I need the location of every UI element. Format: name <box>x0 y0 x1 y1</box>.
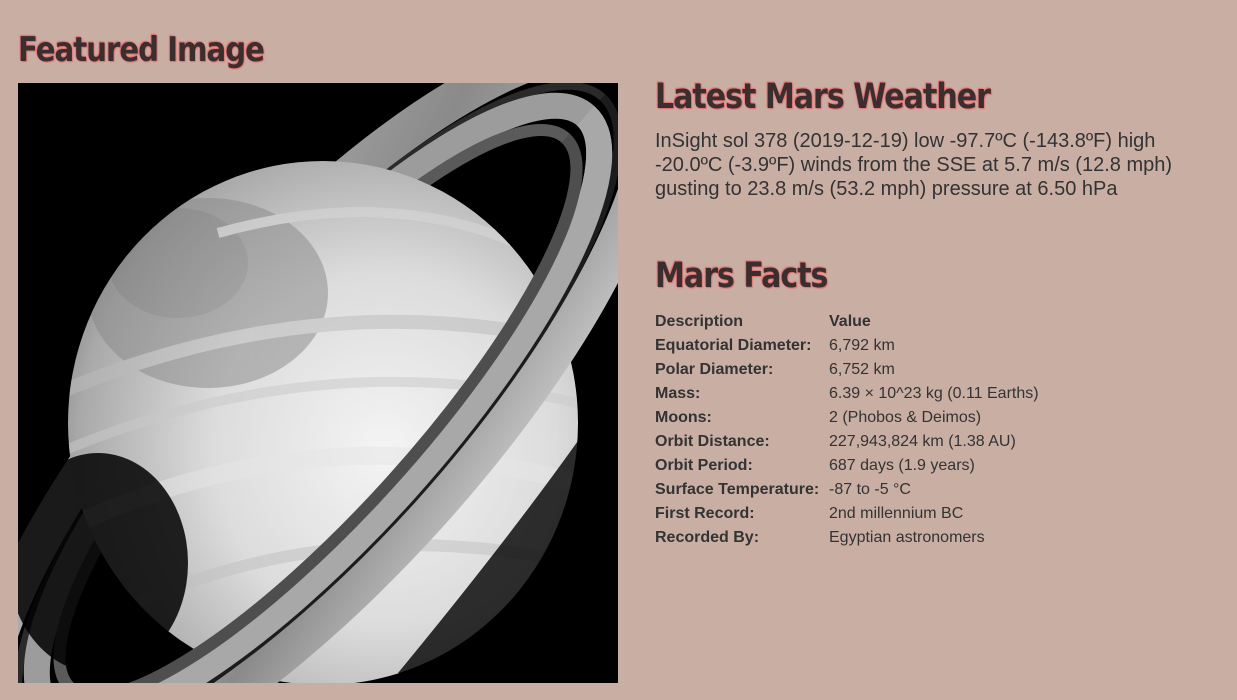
table-row: Polar Diameter: 6,752 km <box>655 358 1039 382</box>
fact-label: Surface Temperature: <box>655 481 820 498</box>
mars-facts-title: Mars Facts <box>655 256 828 296</box>
mars-weather-title: Latest Mars Weather <box>655 77 991 117</box>
fact-label: Equatorial Diameter: <box>655 337 812 354</box>
mars-facts-table: Description Value Equatorial Diameter: 6… <box>655 310 1039 550</box>
mars-weather-text: InSight sol 378 (2019-12-19) low -97.7ºC… <box>655 130 1173 200</box>
facts-header-row: Description Value <box>655 310 1039 334</box>
fact-label: Recorded By: <box>655 529 760 546</box>
table-row: Mass: 6.39 × 10^23 kg (0.11 Earths) <box>655 382 1039 406</box>
table-row: Orbit Period: 687 days (1.9 years) <box>655 454 1039 478</box>
table-row: Surface Temperature: -87 to -5 °C <box>655 478 1039 502</box>
table-row: Moons: 2 (Phobos & Deimos) <box>655 406 1039 430</box>
fact-value: 6.39 × 10^23 kg (0.11 Earths) <box>829 385 1039 402</box>
table-row: Orbit Distance: 227,943,824 km (1.38 AU) <box>655 430 1039 454</box>
featured-image-title: Featured Image <box>18 30 265 70</box>
table-row: Recorded By: Egyptian astronomers <box>655 526 1039 550</box>
featured-image[interactable] <box>18 83 618 683</box>
fact-label: Orbit Distance: <box>655 433 770 450</box>
saturn-image <box>18 83 618 683</box>
table-row: First Record: 2nd millennium BC <box>655 502 1039 526</box>
fact-label: Moons: <box>655 409 712 426</box>
fact-value: 6,792 km <box>829 337 895 354</box>
fact-label: Mass: <box>655 385 701 402</box>
facts-header-description: Description <box>655 313 744 330</box>
fact-value: 227,943,824 km (1.38 AU) <box>829 433 1016 450</box>
fact-label: Polar Diameter: <box>655 361 774 378</box>
fact-value: 6,752 km <box>829 361 895 378</box>
facts-header-value: Value <box>829 313 871 330</box>
table-row: Equatorial Diameter: 6,792 km <box>655 334 1039 358</box>
fact-value: -87 to -5 °C <box>829 481 911 498</box>
fact-value: 687 days (1.9 years) <box>829 457 975 474</box>
fact-label: Orbit Period: <box>655 457 753 474</box>
fact-label: First Record: <box>655 505 755 522</box>
fact-value: 2nd millennium BC <box>829 505 964 522</box>
fact-value: Egyptian astronomers <box>829 529 985 546</box>
fact-value: 2 (Phobos & Deimos) <box>829 409 982 426</box>
